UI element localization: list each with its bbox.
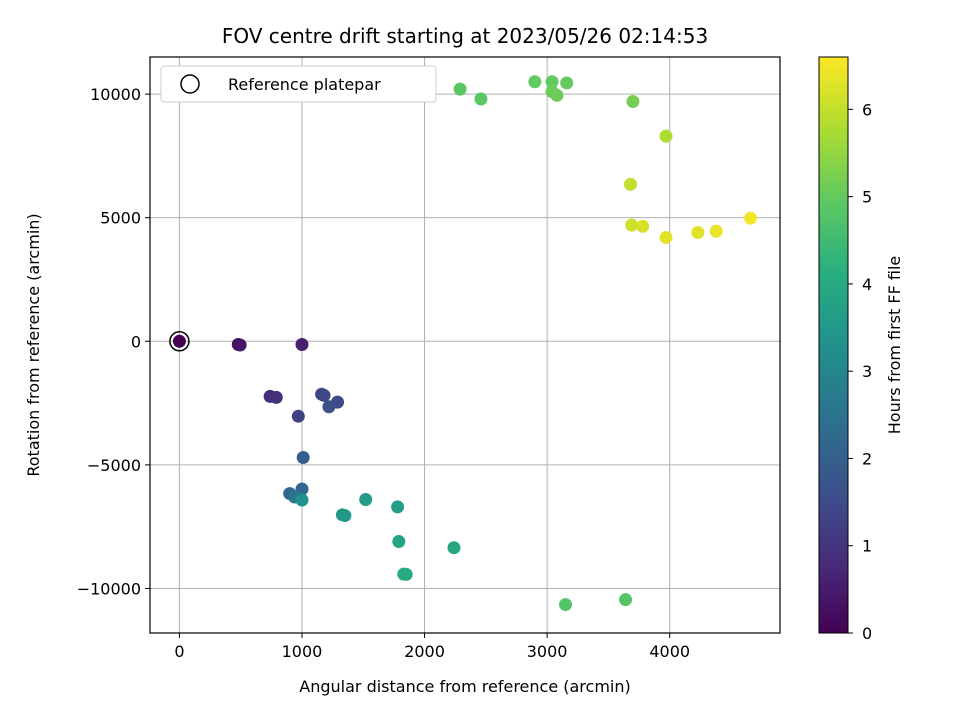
plot-frame [149,56,781,634]
data-point [233,338,247,352]
data-point [453,82,467,96]
data-point [691,226,705,240]
data-points [172,75,758,612]
legend-box [160,65,437,103]
data-point [619,593,633,607]
legend-label: Reference platepar [228,75,381,94]
x-tick-label: 1000 [282,642,323,661]
data-point [338,509,352,523]
data-point [359,493,373,507]
reference-point [169,331,190,352]
data-point [528,75,542,89]
data-point [709,224,723,238]
x-axis-ticks: 0 1000 2000 3000 4000 [174,633,690,661]
grid [150,57,780,633]
y-axis-ticks: −10000 −5000 0 5000 10000 [77,85,150,599]
y-tick-label: −5000 [87,456,141,475]
y-tick-label: 0 [131,332,141,351]
legend: Reference platepar [160,65,437,103]
y-axis-label: Rotation from reference (arcmin) [24,213,43,476]
colorbar-ticks: 0 1 2 3 4 5 6 [848,100,872,643]
data-point [291,409,305,423]
data-point [626,94,640,108]
data-point [317,388,331,402]
data-point [559,598,573,612]
data-point [636,219,650,233]
y-tick-label: −10000 [77,580,141,599]
data-point [659,230,673,244]
colorbar-tick-label: 3 [862,362,872,381]
chart-title: FOV centre drift starting at 2023/05/26 … [222,24,708,48]
x-axis-label: Angular distance from reference (arcmin) [299,677,630,696]
data-point [623,177,637,191]
y-tick-label: 5000 [100,209,141,228]
x-tick-label: 0 [174,642,184,661]
data-point [447,541,461,555]
data-point [560,76,574,90]
data-point [474,92,488,106]
data-point [295,493,309,507]
data-point [399,567,413,581]
data-point [545,75,559,89]
colorbar-tick-label: 0 [862,624,872,643]
data-point [322,400,336,414]
x-tick-label: 3000 [527,642,568,661]
data-point [392,535,406,549]
colorbar-tick-label: 4 [862,275,872,294]
data-point [625,218,639,232]
data-point [744,211,758,225]
data-point [295,338,309,352]
data-point [269,390,283,404]
colorbar-tick-label: 1 [862,537,872,556]
data-point [550,88,564,102]
x-tick-label: 4000 [649,642,690,661]
colorbar-label: Hours from first FF file [885,256,904,435]
colorbar-tick-label: 2 [862,449,872,468]
colorbar-tick-label: 6 [862,100,872,119]
legend-marker [180,74,200,94]
data-point [296,450,310,464]
x-tick-label: 2000 [404,642,445,661]
data-point [391,500,405,514]
colorbar-gradient [818,56,849,634]
data-point [172,334,186,348]
data-point [659,129,673,143]
y-tick-label: 10000 [90,85,141,104]
colorbar-tick-label: 5 [862,188,872,207]
reference-marker [169,331,190,352]
colorbar: 0 1 2 3 4 5 6 Hours from first FF file [818,56,904,643]
